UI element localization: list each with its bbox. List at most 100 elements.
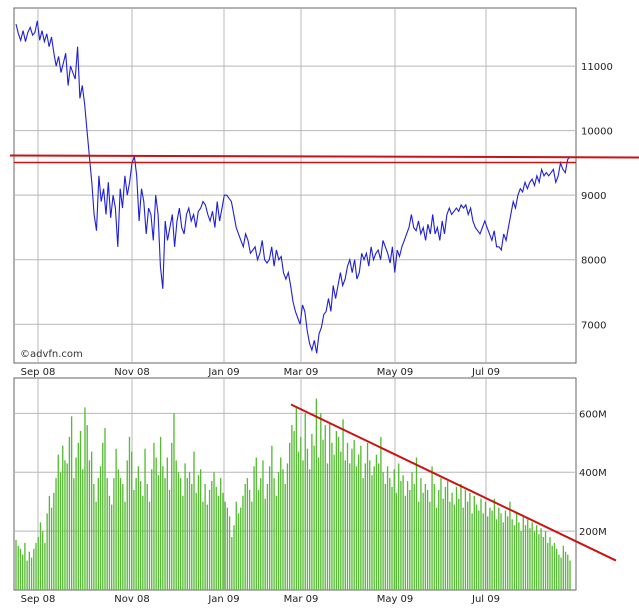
volume-bar — [340, 451, 342, 590]
volume-bar — [504, 510, 507, 590]
volume-panel: 600M 400M 200M Sep 08 Nov 08 Jan 09 Mar 09 May… — [13, 377, 617, 605]
volume-bar — [371, 475, 373, 590]
volume-bar — [444, 486, 447, 590]
volume-bar — [346, 442, 349, 590]
price-y-axis: 11000 10000 9000 8000 7000 — [581, 62, 613, 331]
volume-bar — [68, 436, 71, 590]
volume-bar — [551, 545, 553, 590]
volume-bar — [275, 495, 277, 590]
volume-bar — [102, 442, 104, 590]
volume-bar — [531, 522, 533, 590]
volume-bar — [77, 442, 79, 590]
price-x-axis: Sep 08 Nov 08 Jan 09 Mar 09 May 09 Jul 09 — [21, 367, 500, 378]
volume-bar — [108, 495, 111, 590]
volume-bar — [460, 484, 462, 590]
volume-bar — [297, 451, 300, 590]
volume-bar — [159, 436, 162, 590]
price-grid — [14, 8, 576, 363]
volume-bar — [331, 442, 333, 590]
volume-x-tick-label: Nov 08 — [114, 594, 149, 605]
volume-bar — [558, 554, 560, 590]
volume-bar — [364, 463, 366, 590]
volume-bar — [451, 492, 453, 590]
volume-bar — [255, 457, 257, 590]
volume-bar — [415, 457, 418, 590]
volume-bar — [524, 525, 527, 590]
volume-x-tick-label: Jul 09 — [471, 594, 500, 605]
volume-bar — [46, 513, 48, 590]
volume-bar — [440, 478, 442, 590]
volume-bar — [119, 478, 122, 590]
volume-bar — [351, 448, 353, 590]
volume-bar — [157, 475, 160, 590]
volume-bar — [155, 457, 157, 590]
volume-bar — [291, 425, 293, 590]
volume-bar — [244, 484, 246, 590]
volume-bar — [313, 445, 315, 590]
volume-bar — [493, 498, 496, 590]
volume-bar — [228, 516, 231, 590]
volume-bar — [357, 454, 360, 590]
volume-bar — [324, 425, 326, 590]
volume-bar — [333, 454, 335, 590]
volume-bar — [139, 481, 142, 590]
volume-bar — [217, 495, 220, 590]
volume-bar — [329, 422, 331, 590]
volume-bar — [406, 481, 409, 590]
price-panel: 11000 10000 9000 8000 7000 Sep 08 Nov 08 Jan 0… — [9, 7, 639, 378]
volume-bar — [44, 542, 46, 590]
volume-x-tick-label: Mar 09 — [284, 594, 319, 605]
price-y-tick-label: 7000 — [581, 320, 606, 331]
volume-bar — [469, 492, 471, 590]
volume-bar — [380, 436, 382, 590]
volume-bar — [420, 478, 422, 590]
volume-bar — [135, 478, 137, 590]
volume-bar — [544, 531, 547, 590]
volume-bar — [449, 501, 451, 590]
volume-bar — [518, 522, 520, 590]
volume-bar — [491, 510, 493, 590]
volume-bar — [540, 528, 542, 590]
volume-y-tick-label: 400M — [579, 468, 607, 479]
volume-bar — [453, 504, 455, 590]
volume-bar — [555, 548, 558, 590]
volume-bar — [480, 498, 482, 590]
volume-bar — [498, 507, 500, 590]
volume-bar — [560, 557, 562, 590]
volume-bar — [222, 492, 224, 590]
volume-bar — [424, 484, 427, 590]
volume-y-tick-label: 600M — [579, 409, 607, 420]
volume-bar — [268, 466, 271, 590]
volume-bar — [266, 484, 269, 590]
volume-x-tick-label: Jan 09 — [207, 594, 239, 605]
volume-bar — [33, 548, 35, 590]
price-resistance-line — [9, 154, 639, 159]
volume-bar — [195, 492, 197, 590]
volume-bar — [289, 442, 291, 590]
volume-bar — [513, 525, 516, 590]
volume-bar — [567, 554, 569, 590]
volume-bar — [442, 498, 444, 590]
volume-bar — [131, 451, 133, 590]
volume-bar — [153, 442, 155, 590]
volume-bar — [277, 472, 280, 590]
volume-bar — [489, 507, 491, 590]
volume-bar — [502, 522, 504, 590]
volume-bar — [115, 448, 117, 590]
volume-bar — [35, 542, 37, 590]
volume-bar — [429, 501, 431, 590]
volume-bar — [197, 475, 200, 590]
volume-bar — [55, 478, 57, 590]
volume-bar — [179, 478, 182, 590]
volume-bar — [133, 489, 135, 590]
volume-bar — [409, 489, 411, 590]
volume-bar — [438, 489, 440, 590]
volume-bar — [315, 398, 318, 590]
volume-bar — [184, 463, 186, 590]
volume-bar — [111, 504, 113, 590]
volume-bar — [66, 463, 68, 590]
volume-bar — [389, 478, 391, 590]
volume-bar — [22, 554, 24, 590]
volume-trendline — [290, 403, 617, 562]
volume-bar — [435, 507, 438, 590]
